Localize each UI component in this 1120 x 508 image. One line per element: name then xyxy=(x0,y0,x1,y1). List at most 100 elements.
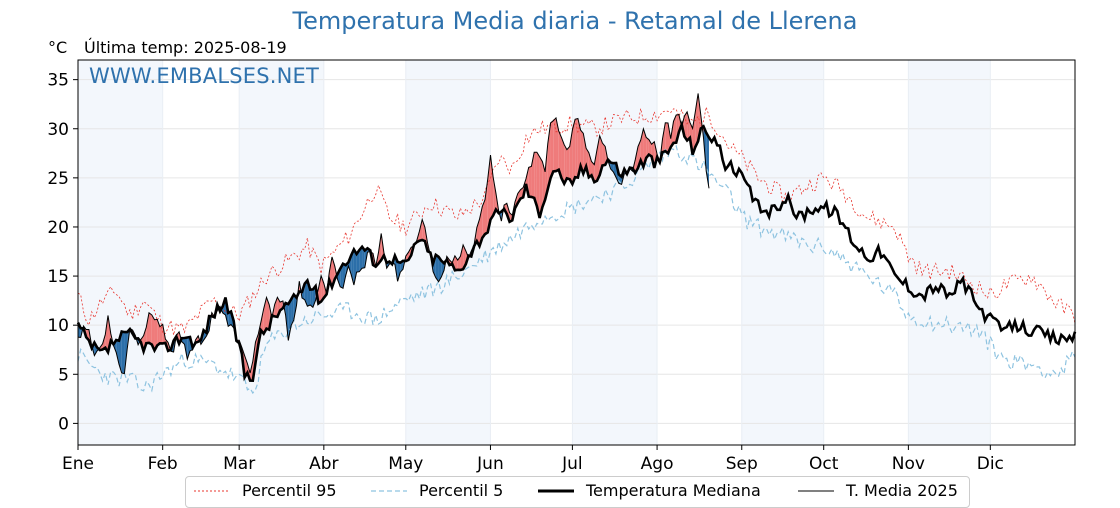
fill-above-median xyxy=(539,156,543,218)
fill-above-median xyxy=(561,137,565,184)
legend-label-p5: Percentil 5 xyxy=(419,481,504,500)
month-shade-jul xyxy=(572,60,658,445)
series-line-p5 xyxy=(77,144,1076,395)
fill-below-median xyxy=(501,204,505,222)
fill-above-median xyxy=(583,133,587,174)
legend-label-median: Temperatura Mediana xyxy=(586,481,761,500)
legend-label-p95: Percentil 95 xyxy=(242,481,337,500)
fill-above-median xyxy=(550,120,554,179)
y-tick-label-5: 5 xyxy=(58,365,69,385)
legend-swatch-p5 xyxy=(371,490,407,492)
legend-swatch-current xyxy=(798,490,834,492)
fill-below-median xyxy=(293,294,297,320)
x-tick-label-may: May xyxy=(388,454,423,474)
fill-below-median xyxy=(435,254,439,282)
fill-above-median xyxy=(572,119,576,185)
fill-above-median xyxy=(542,161,546,208)
fill-above-median xyxy=(684,111,688,141)
x-tick-label-mar: Mar xyxy=(223,454,255,474)
y-tick-label-25: 25 xyxy=(47,169,69,189)
fill-below-median xyxy=(356,250,360,273)
x-tick-label-sep: Sep xyxy=(726,454,758,474)
x-tick-label-jul: Jul xyxy=(561,454,583,474)
fill-above-median xyxy=(419,219,423,241)
fill-above-median xyxy=(482,199,485,238)
fill-above-median xyxy=(577,118,581,178)
month-shade-ene xyxy=(78,60,163,445)
fill-below-median xyxy=(441,260,445,278)
fill-above-median xyxy=(460,244,464,270)
fill-above-median xyxy=(493,177,496,216)
month-shade-may xyxy=(405,60,491,445)
fill-below-median xyxy=(312,286,316,308)
y-tick-label-10: 10 xyxy=(47,316,69,336)
legend-swatch-median xyxy=(538,489,574,493)
fill-below-median xyxy=(397,261,401,282)
fill-below-median xyxy=(291,294,294,326)
series-line-median xyxy=(76,120,1077,383)
fill-below-median xyxy=(288,299,292,341)
fill-above-median xyxy=(566,146,570,180)
fill-below-median xyxy=(116,339,119,365)
fill-above-median xyxy=(266,297,270,330)
fill-above-median xyxy=(553,117,557,172)
fill-above-median xyxy=(646,137,649,158)
chart-title: Temperatura Media diaria - Retamal de Ll… xyxy=(292,7,858,35)
y-unit-label: °C xyxy=(48,38,68,57)
fill-above-median xyxy=(668,123,671,154)
x-tick-label-oct: Oct xyxy=(809,454,839,474)
fill-above-median xyxy=(564,144,567,184)
fill-below-median xyxy=(228,311,231,327)
x-tick-label-abr: Abr xyxy=(309,454,338,474)
fill-below-median xyxy=(613,163,617,178)
fill-above-median xyxy=(484,179,488,235)
fill-above-median xyxy=(299,281,302,298)
fill-above-median xyxy=(588,152,592,178)
fill-above-median xyxy=(536,152,540,218)
fill-below-median xyxy=(438,256,442,282)
y-tick-label-30: 30 xyxy=(47,120,69,140)
fill-below-median xyxy=(310,289,313,308)
fill-above-median xyxy=(274,297,278,317)
watermark-text: WWW.EMBALSES.NET xyxy=(89,64,320,88)
last-temp-label: Última temp: 2025-08-19 xyxy=(84,38,287,57)
fill-below-median xyxy=(342,263,346,289)
month-shade-sep xyxy=(741,60,824,445)
fill-below-median xyxy=(353,249,357,285)
fill-above-median xyxy=(528,166,532,197)
y-tick-label-35: 35 xyxy=(47,71,69,91)
y-tick-label-15: 15 xyxy=(47,267,69,287)
fill-above-median xyxy=(695,93,699,148)
fill-below-median xyxy=(121,331,125,374)
fill-above-median xyxy=(602,143,606,166)
fill-above-median xyxy=(159,324,163,344)
fill-below-median xyxy=(362,246,365,269)
month-shade-mar xyxy=(239,60,324,445)
fill-below-median xyxy=(187,337,190,360)
fill-above-median xyxy=(422,219,425,242)
fill-above-median xyxy=(261,308,264,334)
x-tick-label-jun: Jun xyxy=(476,454,504,474)
legend-swatch-p95 xyxy=(194,490,230,492)
fill-above-median xyxy=(149,312,152,345)
x-tick-label-ago: Ago xyxy=(641,454,674,474)
y-tick-label-20: 20 xyxy=(47,218,69,238)
series-line-current xyxy=(77,93,710,375)
fill-below-median xyxy=(359,246,363,272)
fill-above-median xyxy=(154,319,158,351)
fill-above-median xyxy=(556,117,559,172)
fill-above-median xyxy=(105,315,109,353)
fill-below-median xyxy=(304,280,308,307)
fill-above-median xyxy=(151,314,155,351)
month-shade-nov xyxy=(908,60,991,445)
x-tick-label-feb: Feb xyxy=(148,454,178,474)
fill-above-median xyxy=(318,275,322,304)
fill-above-median xyxy=(490,154,494,220)
fill-above-median xyxy=(673,114,677,143)
series-line-p95 xyxy=(77,106,1076,336)
legend-label-current: T. Media 2025 xyxy=(846,481,958,500)
fill-above-median xyxy=(665,122,669,154)
x-tick-label-nov: Nov xyxy=(892,454,925,474)
